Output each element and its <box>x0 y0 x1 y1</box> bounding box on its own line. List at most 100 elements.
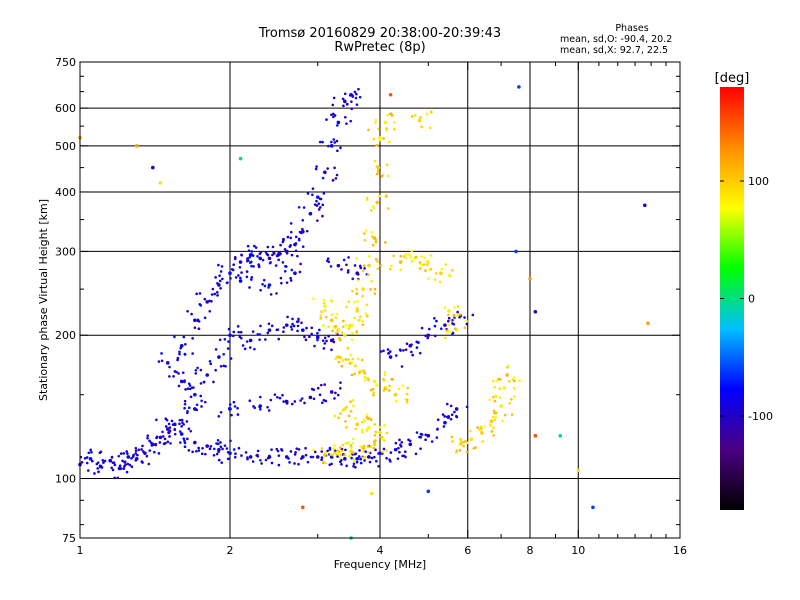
o-trace-point <box>306 192 310 195</box>
x-trace-point <box>497 377 500 381</box>
x-trace-point <box>505 373 509 377</box>
o-trace-point <box>154 442 158 446</box>
o-trace-point <box>368 460 372 464</box>
x-trace-point <box>479 425 483 428</box>
x-trace-point <box>418 261 422 264</box>
o-trace-point <box>297 317 300 321</box>
x-trace-point <box>463 326 467 329</box>
o-trace-point <box>198 302 202 306</box>
o-trace-point <box>400 441 404 444</box>
x-trace-point <box>419 116 422 119</box>
o-trace-point <box>228 271 232 276</box>
x-trace-point <box>410 115 414 118</box>
o-trace-point <box>394 441 398 445</box>
x-trace-point <box>375 165 379 168</box>
o-trace-point <box>227 340 230 343</box>
o-trace-point <box>257 264 261 267</box>
o-trace-point <box>240 454 243 457</box>
o-trace-point <box>323 383 326 386</box>
x-trace-point <box>423 256 426 260</box>
o-trace-point <box>332 138 336 141</box>
o-trace-point <box>192 386 195 389</box>
x-trace-point <box>508 401 512 405</box>
o-trace-point <box>299 399 302 402</box>
o-trace-point <box>263 284 267 288</box>
x-trace-point <box>369 288 372 291</box>
x-trace-point <box>349 449 353 454</box>
o-trace-point <box>393 447 398 452</box>
o-trace-point <box>233 455 237 459</box>
x-trace-point <box>345 405 348 409</box>
o-trace-point <box>200 452 204 456</box>
o-trace-point <box>267 283 272 287</box>
o-trace-point <box>237 446 241 450</box>
x-trace-point <box>513 376 517 379</box>
x-trace-point <box>430 110 433 114</box>
x-trace-point <box>361 449 365 453</box>
x-trace-point <box>375 172 379 176</box>
o-trace-point <box>426 336 430 340</box>
x-trace-point <box>347 327 351 330</box>
o-trace-point <box>350 107 354 111</box>
o-trace-point <box>173 428 177 432</box>
o-trace-point <box>229 277 232 280</box>
o-trace-point <box>404 348 408 351</box>
o-trace-point <box>179 346 183 350</box>
o-trace-point <box>132 453 135 457</box>
x-trace-point <box>352 437 355 441</box>
x-trace-point <box>355 257 358 260</box>
x-trace-point <box>349 400 352 404</box>
o-trace-point <box>247 249 251 253</box>
x-trace-point <box>498 396 502 399</box>
o-trace-point <box>321 203 325 207</box>
o-trace-point <box>344 448 347 452</box>
o-trace-point <box>196 366 199 370</box>
o-trace-point <box>208 309 212 313</box>
o-trace-point <box>322 192 326 195</box>
x-trace-point <box>413 114 417 117</box>
o-trace-point <box>126 452 129 455</box>
o-trace-point <box>210 299 213 303</box>
o-trace-point <box>396 457 400 460</box>
x-trace-point <box>456 314 460 317</box>
o-trace-point <box>315 195 320 199</box>
o-trace-point <box>123 460 127 464</box>
x-trace-point <box>343 453 346 457</box>
o-trace-point <box>250 260 253 264</box>
x-trace-point <box>333 451 336 454</box>
o-trace-point <box>186 309 189 313</box>
o-trace-point <box>293 462 296 465</box>
x-trace-point <box>323 304 327 309</box>
x-trace-point <box>370 235 374 238</box>
x-trace-point <box>320 447 324 450</box>
o-trace-point <box>402 454 406 458</box>
o-trace-point <box>161 435 165 438</box>
o-trace-point <box>102 461 105 464</box>
o-trace-point <box>231 334 235 338</box>
o-trace-point <box>270 448 273 451</box>
o-trace-point <box>313 450 317 454</box>
o-trace-point <box>373 455 376 459</box>
o-trace-point <box>456 310 459 314</box>
o-trace-point <box>298 230 302 234</box>
x-trace-point <box>376 260 379 263</box>
x-trace-point <box>355 330 359 333</box>
x-trace-point <box>385 449 388 452</box>
o-trace-point <box>345 464 348 468</box>
o-trace-point <box>168 375 171 378</box>
o-trace-point <box>189 429 193 433</box>
o-trace-point <box>267 409 271 412</box>
o-trace-point <box>183 399 187 403</box>
o-trace-point <box>321 140 324 144</box>
o-trace-point <box>226 457 230 461</box>
o-trace-point <box>340 463 343 466</box>
o-trace-point <box>387 352 390 355</box>
o-trace-point <box>179 344 184 348</box>
o-trace-point <box>410 350 413 354</box>
o-trace-point <box>270 324 274 328</box>
x-trace-point <box>490 430 494 433</box>
o-trace-point <box>238 279 243 283</box>
o-trace-point <box>321 176 325 180</box>
o-trace-point <box>125 470 129 474</box>
